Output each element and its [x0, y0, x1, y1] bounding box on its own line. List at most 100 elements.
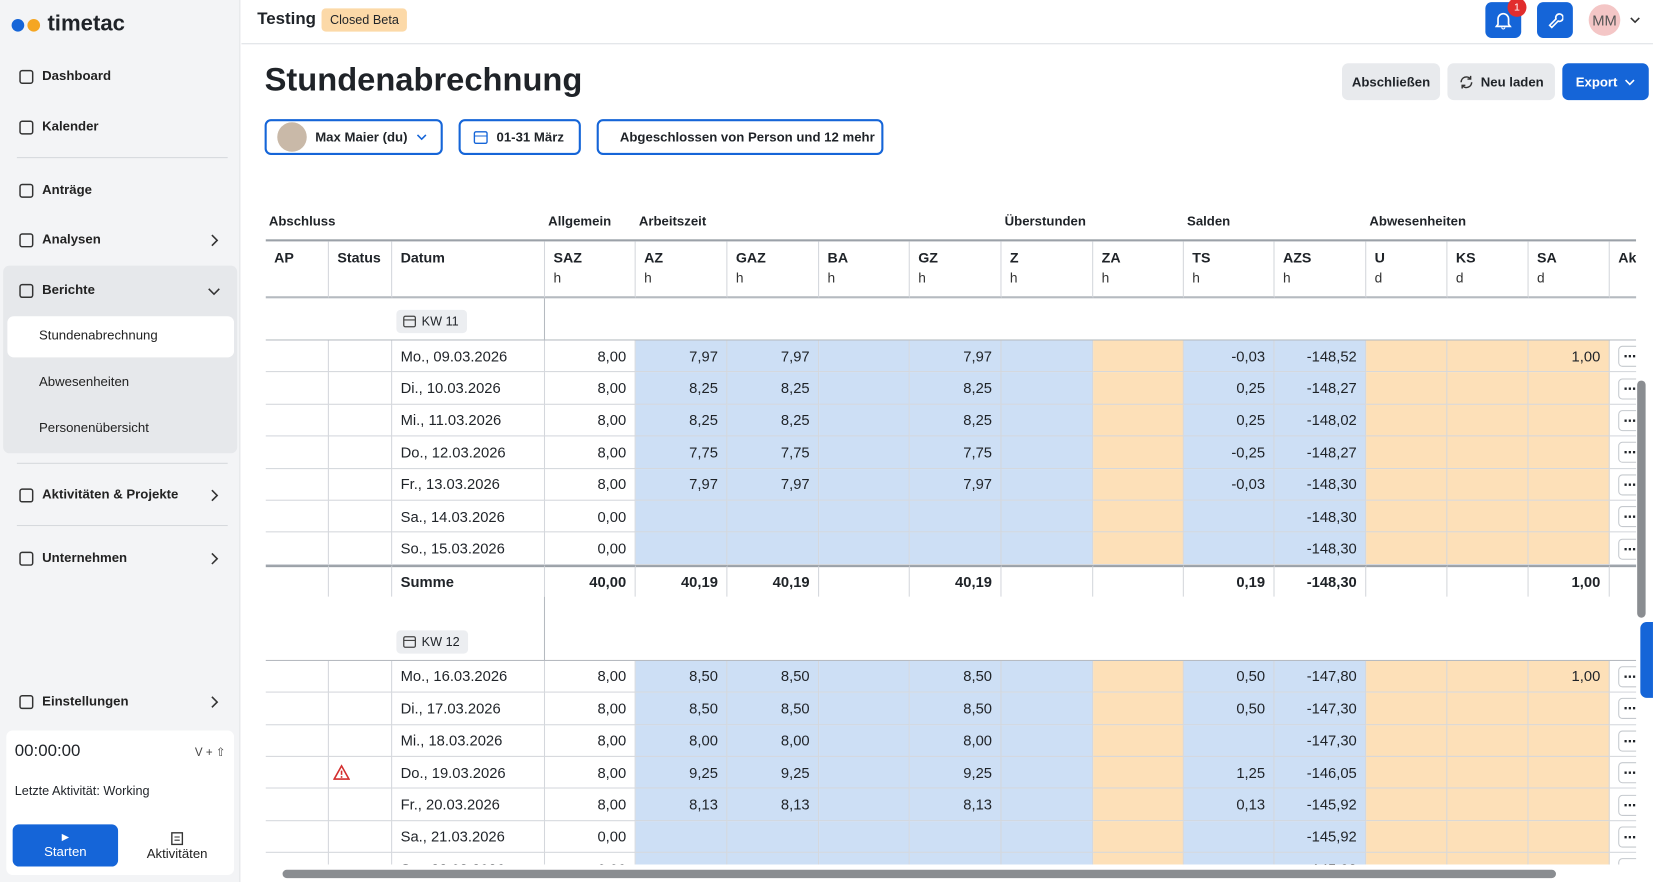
table-cell: 8,50: [727, 660, 820, 693]
activities-button[interactable]: Aktivitäten: [124, 824, 229, 866]
table-cell: So., 15.03.2026: [392, 532, 546, 565]
week-top-line: [265, 659, 1637, 661]
row-menu-button[interactable]: ⋯: [1618, 442, 1637, 464]
nav-item[interactable]: Anträge: [42, 182, 92, 198]
table-cell: [819, 340, 910, 373]
table-cell: [909, 853, 1002, 865]
column-label: AP: [274, 249, 294, 266]
table-cell: [1093, 404, 1184, 437]
table-cell: [1366, 532, 1448, 565]
table-cell: [819, 853, 910, 865]
scroll-thumb-h[interactable]: [282, 869, 1556, 879]
column-header: GZ h: [909, 241, 1002, 299]
sum-cell: [1366, 564, 1448, 597]
cell-value: 8,13: [963, 796, 993, 813]
row-menu-button[interactable]: ⋯: [1618, 698, 1637, 720]
cell-value: 8,50: [689, 699, 718, 717]
status-filter[interactable]: Abgeschlossen von Person und 12 mehr: [596, 119, 884, 155]
table-cell: [1366, 821, 1448, 854]
table-cell: [1093, 436, 1184, 469]
cell-value: -148,02: [1306, 411, 1357, 429]
row-label: Di., 17.03.2026: [400, 699, 501, 717]
table-cell: Di., 10.03.2026: [392, 372, 546, 405]
table-cell: [1093, 724, 1184, 757]
table-cell: [1447, 724, 1529, 757]
start-button[interactable]: ▶ Starten: [12, 824, 119, 867]
table-cell: Sa., 21.03.2026: [392, 821, 546, 854]
table-cell: [1528, 853, 1610, 865]
table-cell: [727, 853, 820, 865]
nav-item[interactable]: Dashboard: [42, 68, 112, 84]
row-label: Di., 10.03.2026: [400, 379, 501, 397]
table-cell: [1528, 436, 1610, 469]
date-filter[interactable]: 01-31 März: [458, 119, 581, 155]
table-cell: [1093, 821, 1184, 854]
row-menu-button[interactable]: ⋯: [1618, 474, 1637, 496]
table-cell: ⋯: [1610, 853, 1637, 865]
nav-subitem[interactable]: Abwesenheiten: [39, 374, 130, 389]
avatar[interactable]: MM: [1588, 4, 1621, 36]
cell-value: -0,25: [1231, 443, 1266, 461]
table-cell: -147,80: [1274, 660, 1367, 693]
nav-subitem[interactable]: Personenübersicht: [39, 420, 149, 436]
nav-item[interactable]: Analysen: [42, 231, 101, 247]
row-menu-button[interactable]: ⋯: [1618, 378, 1637, 400]
row-menu-button[interactable]: ⋯: [1618, 410, 1637, 432]
nav-item[interactable]: Kalender: [42, 119, 99, 134]
cell-value: 0,00: [597, 860, 626, 864]
row-menu-button[interactable]: ⋯: [1618, 858, 1637, 865]
sum-cell: [328, 564, 393, 597]
nav-subitem[interactable]: Stundenabrechnung: [39, 327, 158, 343]
last-activity: Letzte Aktivität: Working: [14, 783, 150, 799]
row-menu-button[interactable]: ⋯: [1618, 666, 1637, 688]
cell-value: 8,00: [597, 379, 627, 397]
nav-item[interactable]: Berichte: [42, 282, 95, 298]
table-cell: [1093, 372, 1184, 405]
table-cell: [1183, 853, 1275, 865]
table-cell: [265, 500, 329, 533]
table-cell: 8,00: [545, 436, 636, 469]
table-cell: -148,02: [1274, 404, 1367, 437]
column-header: AZS h: [1274, 241, 1367, 299]
horizontal-scrollbar[interactable]: [270, 869, 1632, 880]
table-cell: [1366, 660, 1448, 693]
sum-cell: 40,00: [545, 564, 636, 597]
table-cell: [1183, 821, 1275, 854]
export-button[interactable]: Export: [1562, 63, 1649, 101]
close-button[interactable]: Abschließen: [1341, 63, 1441, 101]
table-cell: ⋯: [1609, 437, 1637, 469]
cell-value: 8,13: [689, 796, 718, 813]
cell-value: 9,25: [780, 763, 810, 781]
side-tab[interactable]: [1640, 621, 1653, 698]
scroll-thumb[interactable]: [1637, 380, 1646, 618]
row-menu-button[interactable]: ⋯: [1618, 345, 1637, 368]
nav-chevron: [211, 696, 219, 708]
table-cell: 8,50: [909, 660, 1002, 693]
row-menu-button[interactable]: ⋯: [1618, 826, 1637, 848]
table-cell: 8,00: [545, 724, 636, 757]
cell-value: 8,25: [963, 411, 993, 429]
table-cell: [328, 660, 393, 693]
table-cell: -0,25: [1183, 436, 1275, 469]
cell-value: 8,50: [780, 667, 810, 685]
row-menu-button[interactable]: ⋯: [1618, 538, 1637, 560]
vertical-scrollbar[interactable]: [1636, 207, 1647, 863]
reload-button[interactable]: Neu laden: [1447, 63, 1555, 101]
row-label: Mo., 09.03.2026: [400, 347, 508, 365]
cell-value: 0,50: [1236, 667, 1266, 685]
nav-item[interactable]: Einstellungen: [42, 693, 129, 709]
row-menu-button[interactable]: ⋯: [1618, 794, 1637, 816]
cell-value: 1,00: [1571, 347, 1601, 365]
row-menu-button[interactable]: ⋯: [1618, 730, 1637, 752]
row-menu-button[interactable]: ⋯: [1618, 762, 1637, 784]
row-menu-button[interactable]: ⋯: [1618, 506, 1637, 528]
tools-button[interactable]: [1537, 2, 1573, 38]
cell-value: -0,03: [1231, 475, 1266, 493]
table-cell: [1093, 500, 1184, 533]
cell-value: 0,25: [1236, 411, 1266, 429]
nav-item[interactable]: Aktivitäten & Projekte: [42, 487, 179, 502]
nav-item[interactable]: Unternehmen: [42, 550, 128, 566]
cell-value: 7,97: [780, 347, 810, 365]
person-filter[interactable]: Max Maier (du): [264, 119, 443, 155]
